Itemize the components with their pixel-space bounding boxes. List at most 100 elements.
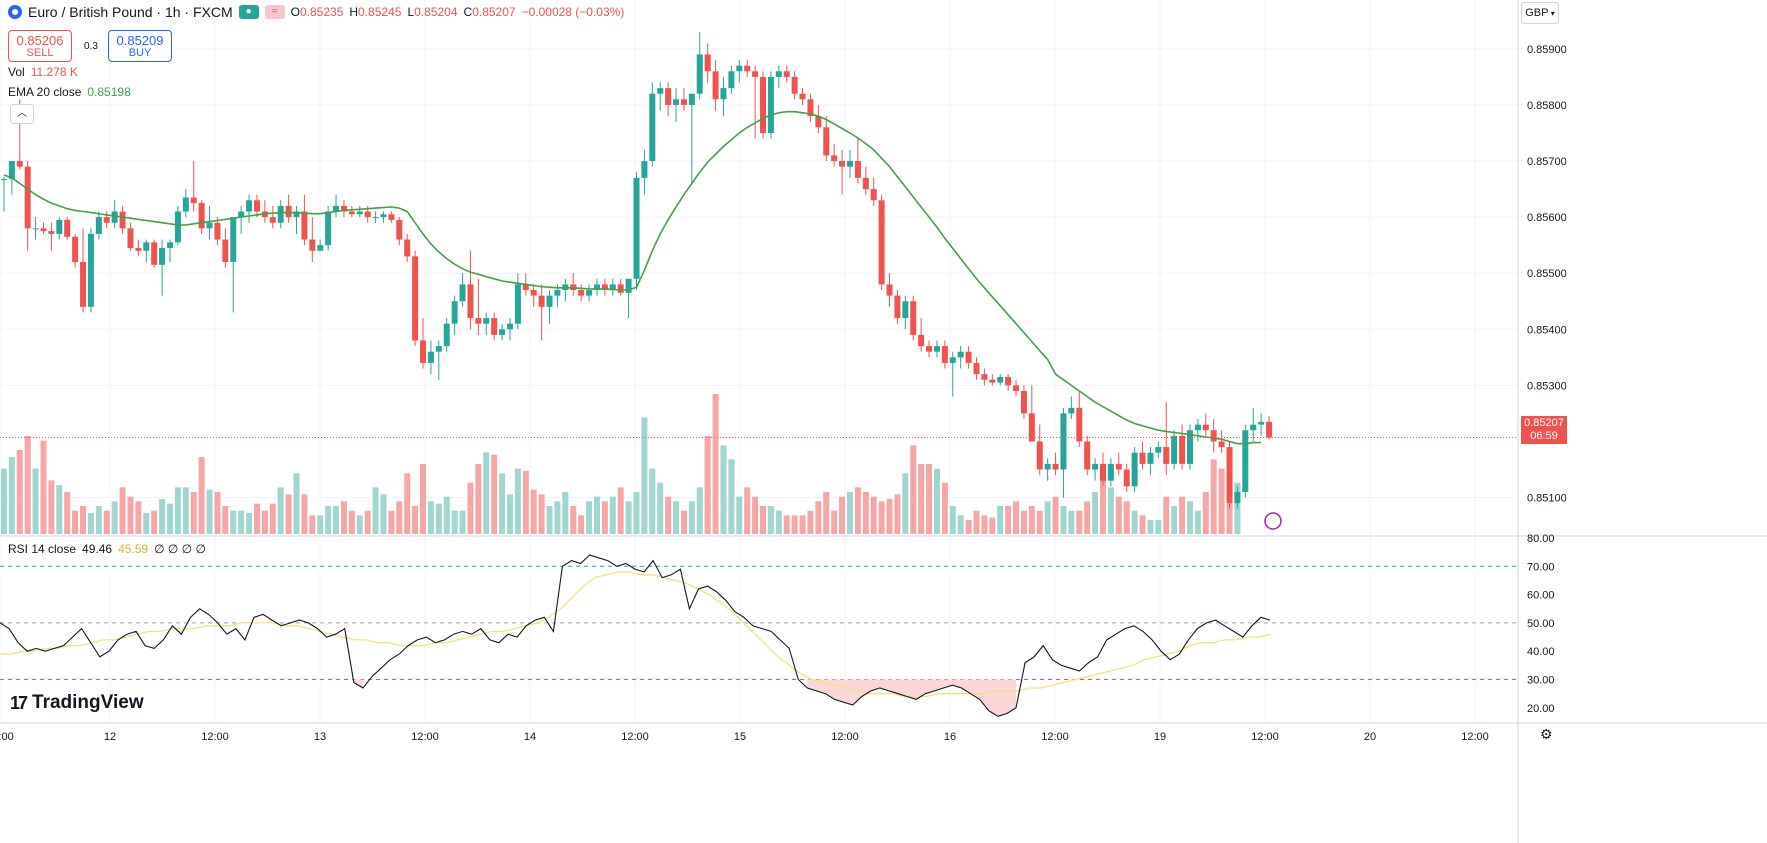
volume-bar: [427, 501, 434, 534]
candle-body: [333, 205, 340, 212]
candle-body: [1123, 469, 1130, 487]
ohlc-close: C0.85207: [463, 5, 516, 19]
ema-line: [3, 110, 1262, 445]
volume-bar: [522, 471, 529, 534]
candle-body: [159, 247, 166, 265]
rsi-line: [0, 554, 1271, 717]
candle-body: [1052, 463, 1059, 470]
volume-bar: [997, 506, 1004, 534]
volume-bar: [1013, 501, 1020, 534]
volume-bar: [24, 436, 31, 534]
volume-bar: [878, 501, 885, 534]
currency-selector[interactable]: GBP ▾: [1521, 2, 1559, 24]
candle-body: [973, 362, 980, 375]
volume-bar: [475, 464, 482, 534]
volume-bar: [190, 492, 197, 534]
candle-body: [190, 197, 197, 204]
volume-legend[interactable]: Vol 11.278 K: [8, 65, 78, 79]
symbol-legend[interactable]: Euro / British Pound · 1h · FXCM ● ≈ O0.…: [8, 4, 624, 20]
volume-bar: [277, 487, 284, 534]
candle-body: [546, 295, 553, 307]
price-tick-label: 0.85800: [1527, 100, 1567, 112]
candle-body: [475, 318, 482, 324]
candle-body: [87, 233, 94, 307]
tradingview-logo[interactable]: 17 TradingView: [10, 692, 144, 714]
ema-legend[interactable]: EMA 20 close 0.85198: [8, 85, 131, 99]
candle-body: [965, 351, 972, 363]
volume-bar: [862, 492, 869, 534]
last-price: 0.85207: [1524, 417, 1564, 429]
volume-bar: [712, 394, 719, 534]
sell-button[interactable]: 0.85206 SELL: [8, 30, 72, 62]
ema-value: 0.85198: [87, 85, 131, 99]
volume-bar: [918, 464, 925, 534]
candle-body: [696, 54, 703, 94]
candle-body: [1179, 435, 1186, 464]
volume-bar: [499, 473, 506, 534]
volume-bar: [182, 487, 189, 534]
volume-bar: [815, 501, 822, 534]
time-tick-label: 12:00: [621, 731, 649, 743]
volume-bar: [230, 510, 237, 534]
volume-bar: [1123, 501, 1130, 534]
volume-bar: [570, 506, 577, 534]
volume-bar: [704, 436, 711, 534]
volume-bar: [1099, 478, 1107, 534]
candle-body: [459, 284, 466, 302]
symbol-title[interactable]: Euro / British Pound · 1h · FXCM: [28, 4, 233, 20]
rsi-legend[interactable]: RSI 14 close 49.46 45.59 ∅ ∅ ∅ ∅: [8, 542, 206, 556]
volume-bar: [1044, 501, 1051, 534]
buy-button[interactable]: 0.85209 BUY: [108, 30, 172, 62]
candle-body: [325, 211, 332, 246]
volume-bar: [767, 506, 774, 534]
rsi-tick-label: 50.00: [1527, 618, 1555, 630]
volume-bar: [451, 510, 458, 534]
candle-body: [744, 65, 751, 72]
volume-bar: [957, 515, 964, 534]
volume-bar: [514, 468, 521, 534]
candle-body: [111, 211, 118, 223]
candle-body: [593, 284, 600, 291]
candle-body: [1155, 447, 1162, 453]
settings-gear-icon[interactable]: ⚙: [1540, 726, 1553, 742]
candle-body: [554, 290, 561, 296]
candle-body: [230, 217, 237, 262]
candle-body: [1131, 452, 1138, 487]
candle-body: [989, 379, 996, 383]
volume-bar: [752, 496, 759, 534]
collapse-legend-button[interactable]: ︿: [10, 104, 34, 124]
ema-label: EMA 20 close: [8, 85, 82, 99]
volume-bar: [435, 503, 442, 534]
candle-body: [483, 318, 490, 324]
volume-bar: [443, 496, 450, 534]
volume-bar: [1036, 510, 1043, 534]
time-tick-label: 12:00: [831, 731, 859, 743]
volume-bar: [538, 494, 545, 534]
candle-body: [918, 334, 925, 347]
candle-body: [736, 65, 743, 72]
volume-bar: [80, 506, 87, 534]
volume-bar: [269, 503, 276, 534]
volume-bar: [0, 468, 7, 534]
volume-bar: [854, 487, 861, 534]
time-tick-label: 19: [1154, 731, 1166, 743]
time-tick-label: 16: [944, 731, 956, 743]
volume-bar: [174, 487, 181, 534]
volume-bar: [1020, 510, 1027, 534]
volume-bar: [1147, 520, 1154, 534]
volume-bar: [949, 506, 956, 534]
candle-body: [72, 236, 79, 262]
candle-body: [451, 301, 458, 324]
volume-bar: [673, 501, 680, 534]
candle-body: [665, 88, 672, 105]
candle-body: [143, 242, 150, 251]
volume-bar: [206, 489, 213, 534]
volume-bar: [744, 487, 751, 534]
volume-bar: [127, 496, 134, 534]
volume-bar: [238, 510, 245, 534]
candle-body: [435, 346, 442, 352]
volume-bar: [364, 510, 371, 534]
candle-body: [443, 323, 450, 347]
volume-bar: [894, 494, 901, 534]
